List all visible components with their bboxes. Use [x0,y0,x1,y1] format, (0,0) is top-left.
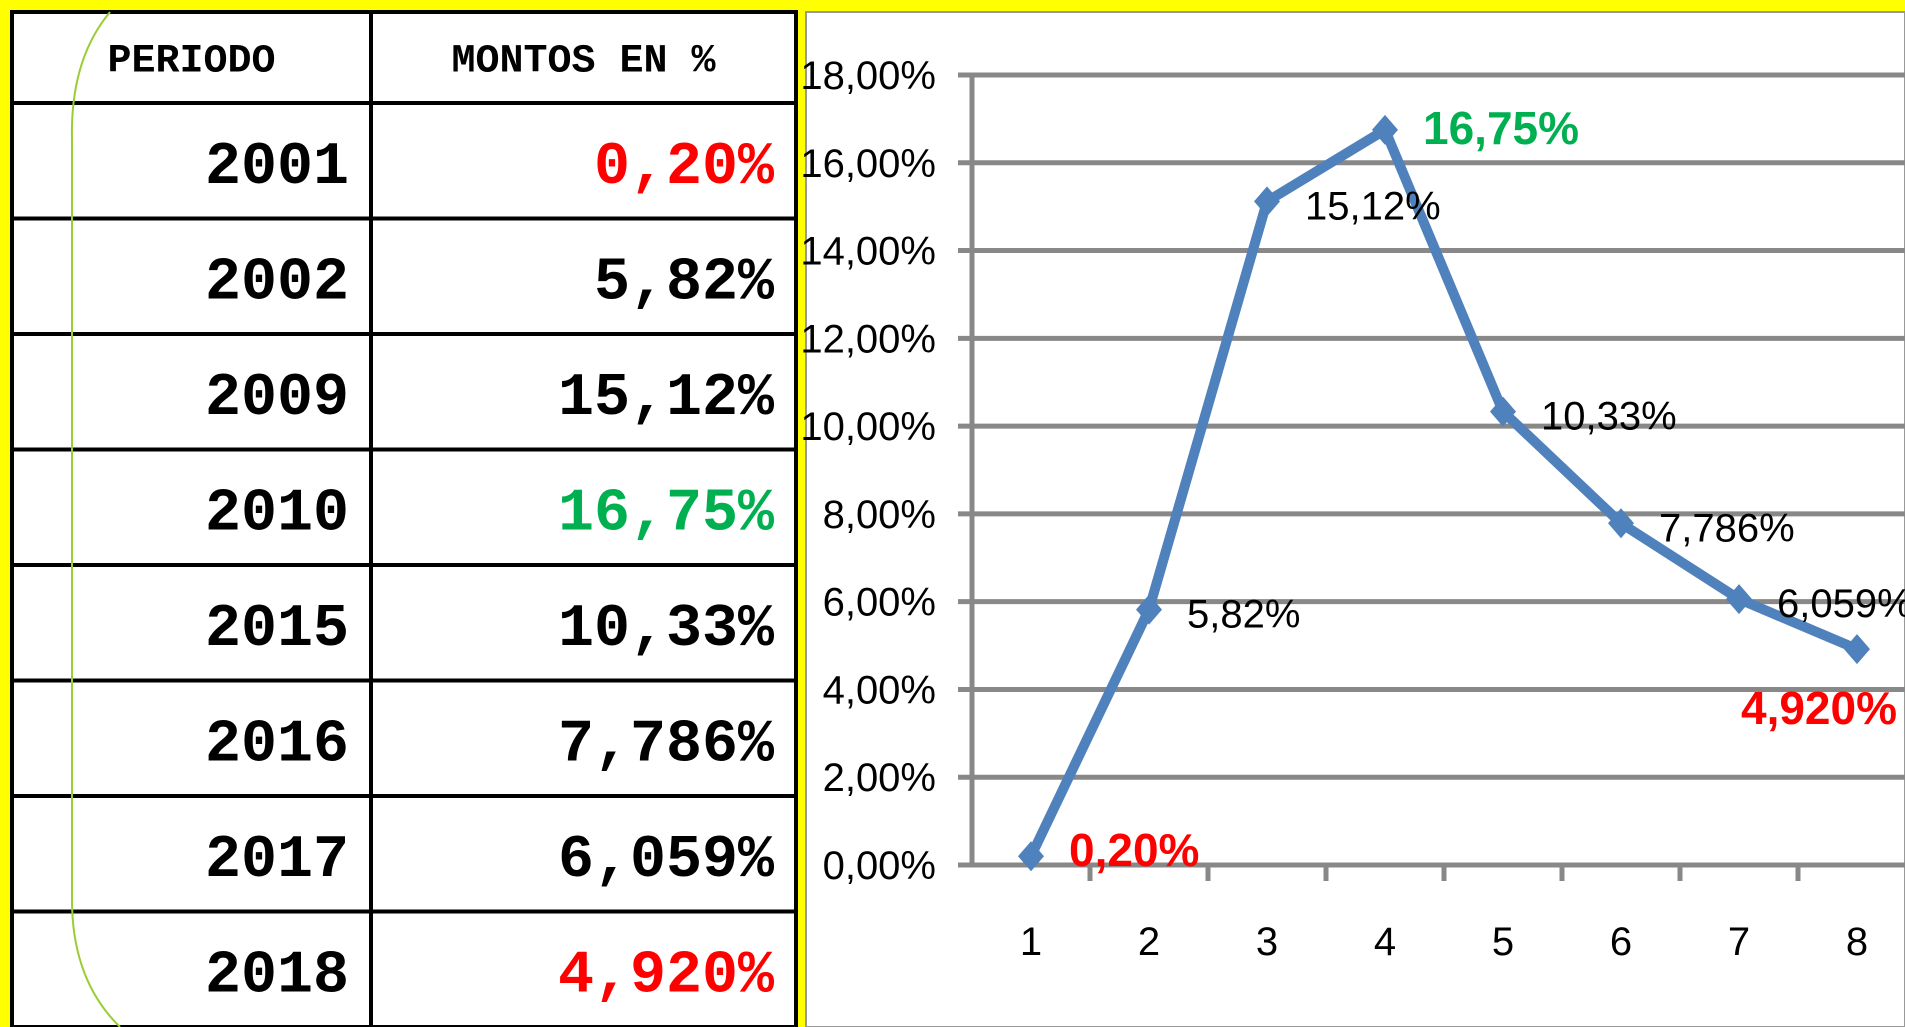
value-cell: 5,82% [594,249,775,317]
data-label: 16,75% [1423,102,1579,154]
x-tick-label: 6 [1610,920,1632,964]
x-tick-label: 7 [1728,920,1750,964]
year-cell: 2015 [205,596,349,664]
chart: 0,00%2,00%4,00%6,00%8,00%10,00%12,00%14,… [800,54,1905,964]
value-cell: 0,20% [594,134,775,202]
y-tick-label: 6,00% [823,581,936,625]
header-cell: PERIODO [107,40,275,85]
marker [1254,186,1280,217]
value-cell: 16,75% [558,480,775,548]
y-tick-label: 10,00% [800,405,936,449]
marker [1018,841,1044,872]
y-tick-label: 18,00% [800,54,936,98]
marker [1372,114,1398,145]
year-cell: 2010 [205,480,349,548]
data-label: 4,920% [1741,682,1897,734]
data-label: 15,12% [1305,184,1441,228]
y-tick-label: 8,00% [823,493,936,537]
year-cell: 2001 [205,134,349,202]
value-cell: 10,33% [558,596,775,664]
x-tick-label: 8 [1846,920,1868,964]
x-tick-label: 5 [1492,920,1514,964]
x-tick-label: 2 [1138,920,1160,964]
table-frame [10,10,798,1027]
top-band [0,0,1905,12]
y-tick-label: 0,00% [823,844,936,888]
value-cell: 15,12% [558,365,775,433]
value-cell: 6,059% [558,827,775,895]
marker [1844,634,1870,665]
marker [1490,396,1516,427]
value-cell: 7,786% [558,711,775,779]
mid-band [796,0,806,1027]
y-tick-label: 16,00% [800,142,936,186]
data-label: 6,059% [1777,582,1905,626]
data-label: 5,82% [1187,593,1300,637]
y-tick-label: 2,00% [823,756,936,800]
x-tick-label: 1 [1020,920,1042,964]
selection-arc [70,11,121,1027]
year-cell: 2018 [205,942,349,1010]
year-cell: 2016 [205,711,349,779]
marker [1608,508,1634,539]
y-tick-label: 12,00% [800,317,936,361]
x-tick-label: 4 [1374,920,1396,964]
y-tick-label: 14,00% [800,230,936,274]
left-band [0,0,12,1027]
data-label: 0,20% [1069,824,1199,876]
chart-area [805,11,1905,1027]
year-cell: 2009 [205,365,349,433]
line [1026,124,1859,859]
x-tick-label: 3 [1256,920,1278,964]
y-tick-label: 4,00% [823,668,936,712]
year-cell: 2002 [205,249,349,317]
marker [1726,584,1752,615]
value-cell: 4,920% [558,942,775,1010]
data-label: 7,786% [1659,506,1795,550]
marker [1136,594,1162,625]
table-bg [12,12,796,1027]
year-cell: 2017 [205,827,349,895]
table: PERIODO MONTOS EN % 2001 0,20% 2002 5,82% 2009… [10,10,798,1027]
data-label: 10,33% [1541,395,1677,439]
header-cell: MONTOS EN % [451,40,716,85]
